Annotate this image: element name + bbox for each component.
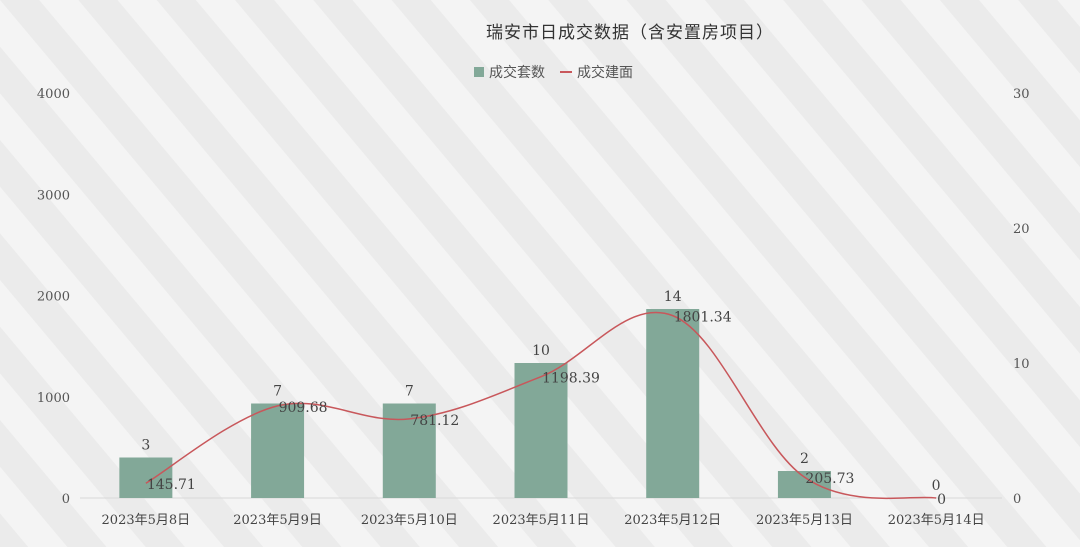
bar-series [119,309,831,498]
bar-value-label: 2 [800,451,809,467]
bar [251,403,305,498]
left-axis: 0 1000 2000 3000 4000 [37,87,70,507]
left-axis-tick-label: 2000 [37,290,70,305]
right-axis-tick-label: 20 [1013,222,1030,237]
category-axis: 2023年5月8日 2023年5月9日 2023年5月10日 2023年5月11日 20… [102,513,985,528]
bar-value-label: 3 [141,438,150,454]
line-value-label: 909.68 [279,400,328,416]
category-label: 2023年5月14日 [888,513,985,528]
line-value-label: 1801.34 [674,310,732,326]
category-label: 2023年5月9日 [233,513,322,528]
line-value-label: 0 [937,492,946,508]
category-label: 2023年5月12日 [624,513,721,528]
left-axis-tick-label: 3000 [37,188,70,203]
bar [646,309,700,498]
bar-value-label: 7 [273,384,282,400]
legend: 成交套数 成交建面 [474,64,633,81]
bar-value-label: 0 [932,478,941,494]
line-value-label: 145.71 [147,477,196,493]
right-axis-tick-label: 10 [1013,357,1030,372]
category-label: 2023年5月10日 [361,513,458,528]
bar-value-label: 7 [405,384,414,400]
bar [777,471,831,498]
bar-data-labels: 3 7 7 10 14 2 0 [141,289,940,494]
line-data-labels: 145.71 909.68 781.12 1198.39 1801.34 205.73 0 [147,310,946,508]
bar [514,363,568,498]
line-value-label: 1198.39 [542,371,600,387]
right-axis: 0 10 20 30 [1013,87,1030,507]
legend-bar-label: 成交套数 [489,64,545,81]
bar-value-label: 14 [664,289,682,305]
left-axis-tick-label: 0 [62,492,70,507]
left-axis-tick-label: 4000 [37,87,70,102]
right-axis-tick-label: 0 [1013,492,1021,507]
bar [119,457,173,498]
category-label: 2023年5月13日 [756,513,853,528]
bar-value-label: 10 [532,343,550,359]
left-axis-tick-label: 1000 [37,391,70,406]
line-value-label: 781.12 [410,413,459,429]
right-axis-tick-label: 30 [1013,87,1030,102]
line-series [145,311,937,500]
category-label: 2023年5月11日 [493,513,590,528]
legend-line-label: 成交建面 [577,64,633,81]
legend-bar-swatch [474,67,484,77]
chart-title: 瑞安市日成交数据（含安置房项目） [486,23,774,43]
line-value-label: 205.73 [805,471,854,487]
category-label: 2023年5月8日 [102,513,191,528]
